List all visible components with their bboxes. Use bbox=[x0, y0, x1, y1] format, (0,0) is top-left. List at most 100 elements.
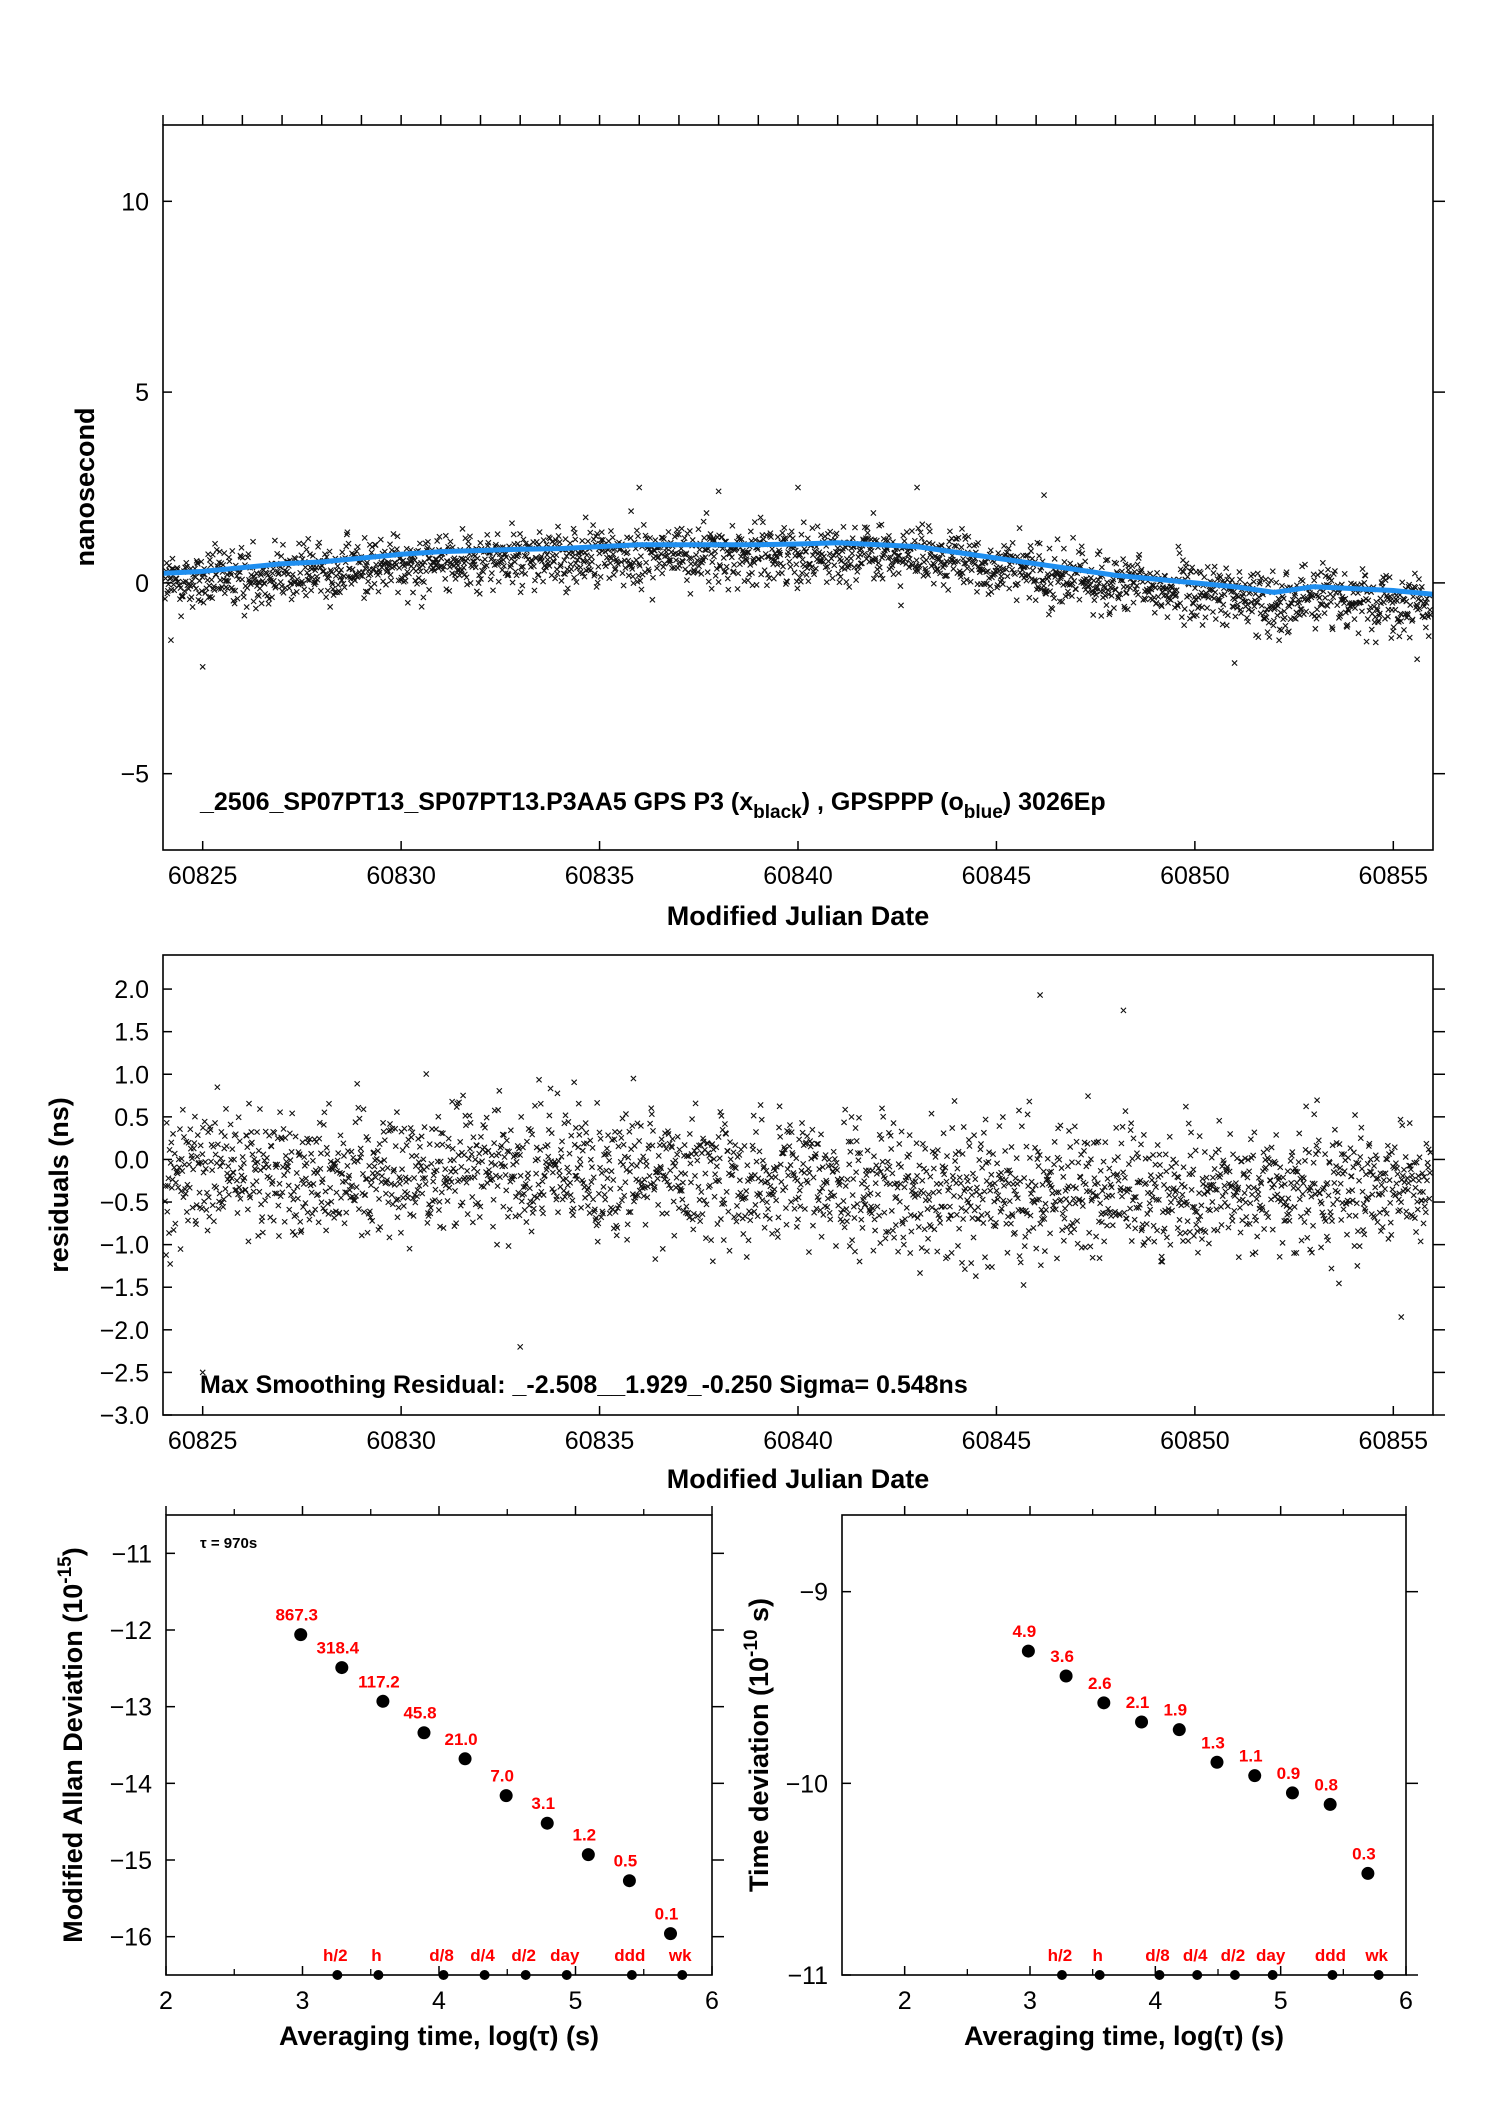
residual-point bbox=[240, 1160, 247, 1167]
data-point bbox=[977, 566, 984, 573]
residual-point bbox=[631, 1142, 638, 1149]
residual-point bbox=[1167, 1241, 1174, 1248]
data-point bbox=[509, 579, 516, 586]
residual-point bbox=[495, 1106, 502, 1113]
residual-point bbox=[466, 1112, 473, 1119]
data-point bbox=[512, 568, 519, 575]
residual-point bbox=[418, 1133, 425, 1140]
residual-point bbox=[491, 1140, 498, 1147]
residual-point bbox=[692, 1172, 698, 1179]
data-point bbox=[1273, 579, 1280, 586]
data-point bbox=[761, 567, 768, 574]
residual-point bbox=[1229, 1217, 1236, 1224]
data-point bbox=[987, 583, 994, 590]
residual-point bbox=[1157, 1171, 1164, 1178]
residual-point bbox=[1199, 1175, 1206, 1182]
deviation-value-label: 117.2 bbox=[358, 1672, 400, 1691]
data-point bbox=[1399, 579, 1406, 586]
residual-point bbox=[445, 1135, 452, 1142]
residual-point bbox=[538, 1205, 545, 1212]
data-point bbox=[194, 560, 201, 567]
data-point bbox=[238, 544, 245, 551]
residual-point bbox=[426, 1141, 433, 1148]
data-point bbox=[289, 571, 296, 578]
residual-point bbox=[892, 1222, 899, 1228]
residual-point bbox=[964, 1178, 971, 1185]
residual-point bbox=[969, 1170, 976, 1177]
residual-point bbox=[409, 1129, 416, 1136]
data-point bbox=[426, 555, 433, 562]
residual-point bbox=[1354, 1228, 1361, 1235]
data-point bbox=[205, 594, 212, 601]
data-point bbox=[1390, 624, 1397, 631]
residual-point bbox=[281, 1218, 288, 1225]
residual-point bbox=[843, 1206, 850, 1213]
data-point bbox=[377, 536, 384, 543]
data-point bbox=[305, 535, 312, 542]
residual-point bbox=[1296, 1130, 1303, 1137]
residual-point bbox=[993, 1187, 1000, 1194]
data-point bbox=[864, 524, 871, 531]
residual-point bbox=[793, 1223, 800, 1230]
residual-point bbox=[786, 1122, 793, 1129]
residual-point bbox=[1148, 1189, 1155, 1196]
data-point bbox=[660, 535, 667, 542]
residual-point bbox=[910, 1183, 917, 1189]
data-point bbox=[345, 540, 352, 547]
data-point bbox=[700, 557, 707, 564]
data-point bbox=[588, 558, 595, 565]
residual-point bbox=[296, 1151, 303, 1158]
residual-point bbox=[727, 1139, 734, 1146]
residual-point bbox=[385, 1199, 392, 1206]
residual-point bbox=[1398, 1199, 1405, 1206]
data-point bbox=[517, 530, 524, 537]
residual-point bbox=[1182, 1103, 1189, 1110]
residual-point bbox=[392, 1143, 399, 1150]
data-point bbox=[827, 528, 834, 535]
data-point bbox=[510, 531, 517, 538]
data-point bbox=[983, 568, 990, 575]
data-point bbox=[209, 551, 216, 558]
data-point bbox=[469, 558, 476, 565]
data-point bbox=[555, 523, 562, 530]
data-point bbox=[576, 554, 583, 561]
residual-point bbox=[1357, 1154, 1364, 1160]
residual-point bbox=[926, 1196, 933, 1203]
data-point bbox=[554, 570, 561, 577]
data-point bbox=[606, 575, 613, 582]
residual-point bbox=[565, 1118, 572, 1125]
residual-point bbox=[474, 1168, 481, 1175]
residual-point bbox=[222, 1185, 229, 1192]
residual-point bbox=[395, 1204, 402, 1211]
deviation-value-label: 1.2 bbox=[573, 1826, 597, 1845]
deviation-point bbox=[335, 1661, 349, 1675]
residual-point bbox=[838, 1175, 845, 1182]
residual-point bbox=[1313, 1142, 1320, 1149]
data-point bbox=[690, 567, 697, 574]
data-point bbox=[465, 538, 472, 545]
data-point bbox=[298, 552, 305, 559]
residual-point bbox=[1331, 1179, 1338, 1186]
data-point bbox=[1047, 580, 1054, 587]
data-point bbox=[544, 551, 551, 558]
tdev-ylabel: Time deviation (10-10 s) bbox=[741, 1598, 774, 1892]
residual-point bbox=[1303, 1103, 1310, 1110]
data-point bbox=[973, 588, 980, 595]
data-point bbox=[1269, 568, 1276, 575]
residual-point bbox=[717, 1216, 724, 1223]
deviation-point bbox=[376, 1694, 390, 1708]
residual-point bbox=[954, 1165, 961, 1172]
residual-point bbox=[1181, 1183, 1188, 1190]
residual-point bbox=[381, 1157, 388, 1164]
residual-point bbox=[202, 1158, 209, 1165]
data-point bbox=[1356, 599, 1363, 606]
extreme-point bbox=[1120, 1007, 1127, 1014]
residual-point bbox=[439, 1141, 446, 1148]
data-point bbox=[182, 564, 189, 571]
y-tick-label: −0.5 bbox=[100, 1189, 149, 1217]
residual-point bbox=[1030, 1224, 1037, 1231]
data-point bbox=[847, 555, 854, 562]
residual-point bbox=[616, 1129, 623, 1136]
residual-point bbox=[980, 1220, 987, 1227]
data-point bbox=[700, 518, 707, 525]
